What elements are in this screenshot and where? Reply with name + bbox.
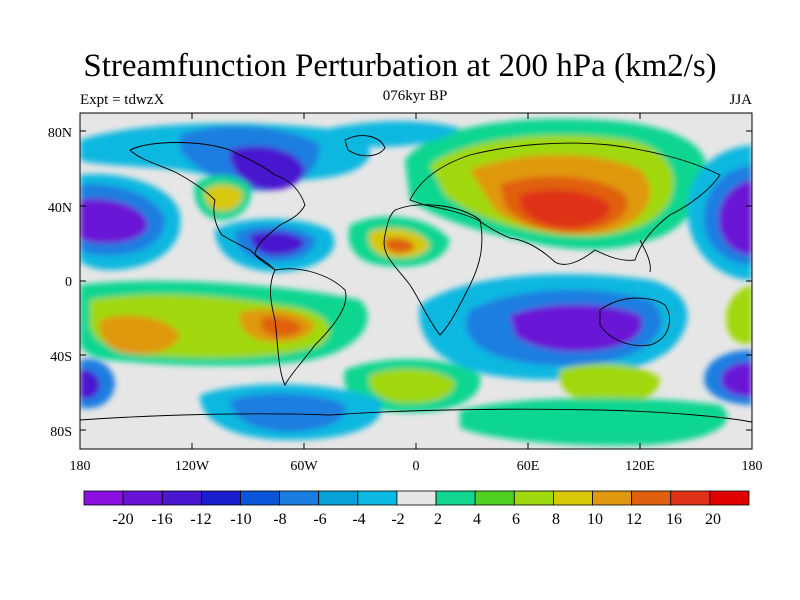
cb-label: -2 xyxy=(391,511,404,528)
y-label-80S: 80S xyxy=(50,425,72,440)
experiment-label: Expt = tdwzX xyxy=(80,92,165,108)
africa-coast xyxy=(383,204,483,336)
colorbar-swatch xyxy=(435,490,476,506)
colorbar-swatch xyxy=(592,490,633,506)
maritime-continent xyxy=(639,239,651,273)
x-label-180-east: 180 xyxy=(742,459,763,474)
cb-label: 20 xyxy=(705,511,721,528)
x-label-60W: 60W xyxy=(290,459,318,474)
north-america-coast xyxy=(129,142,306,271)
cb-label: 4 xyxy=(473,511,481,528)
colorbar-swatch xyxy=(396,490,437,506)
colorbar-swatch xyxy=(161,490,202,506)
cb-label: 6 xyxy=(512,511,520,528)
colorbar-swatch xyxy=(279,490,320,506)
plot-title: Streamfunction Perturbation at 200 hPa (… xyxy=(83,48,717,84)
time-label: 076kyr BP xyxy=(382,88,448,104)
x-label-0: 0 xyxy=(413,459,420,474)
colorbar-swatch xyxy=(553,490,593,506)
greenland-coast xyxy=(344,135,386,157)
cb-label: -4 xyxy=(352,511,365,528)
y-label-80N: 80N xyxy=(48,126,72,141)
cb-label: 8 xyxy=(552,511,560,528)
antarctica-coast xyxy=(80,408,752,423)
x-label-120W: 120W xyxy=(175,459,210,474)
colorbar-swatch xyxy=(474,490,515,506)
x-label-180-west: 180 xyxy=(70,459,91,474)
coastlines xyxy=(80,135,752,423)
season-label: JJA xyxy=(729,92,752,108)
cb-label: -6 xyxy=(313,511,326,528)
cb-label: 2 xyxy=(434,511,442,528)
colorbar-swatch xyxy=(240,490,280,506)
cb-label: -10 xyxy=(230,511,251,528)
cb-label: -20 xyxy=(112,511,133,528)
cb-label: -8 xyxy=(273,511,286,528)
colorbar-swatch xyxy=(513,490,554,506)
axis-ticks xyxy=(79,113,753,449)
cb-label: -16 xyxy=(151,511,172,528)
cb-label: 12 xyxy=(626,511,642,528)
eurasia-coast xyxy=(409,142,721,265)
colorbar-swatch xyxy=(357,490,398,506)
colorbar-swatch xyxy=(122,490,163,506)
y-label-40S: 40S xyxy=(50,350,72,365)
contour-field xyxy=(80,113,752,449)
colorbar-swatch xyxy=(200,490,241,506)
colorbar-swatch xyxy=(670,490,711,506)
cb-label: 10 xyxy=(587,511,603,528)
y-axis-labels: 80N 40N 0 40S 80S xyxy=(48,126,72,440)
y-label-40N: 40N xyxy=(48,201,72,216)
colorbar-swatch xyxy=(83,490,124,506)
colorbar-swatch xyxy=(631,490,672,506)
colorbar-labels: -20 -16 -12 -10 -8 -6 -4 -2 2 4 6 8 10 1… xyxy=(112,511,721,528)
x-axis-labels: 180 120W 60W 0 60E 120E 180 xyxy=(70,459,763,474)
cb-label: -12 xyxy=(190,511,211,528)
x-label-60E: 60E xyxy=(517,459,540,474)
x-label-120E: 120E xyxy=(625,459,655,474)
colorbar-swatch xyxy=(318,490,359,506)
cb-label: 16 xyxy=(666,511,682,528)
y-label-0: 0 xyxy=(65,275,72,290)
australia-coast xyxy=(599,297,670,347)
colorbar xyxy=(83,490,750,506)
south-america-coast xyxy=(270,268,347,387)
colorbar-swatch xyxy=(709,490,750,506)
